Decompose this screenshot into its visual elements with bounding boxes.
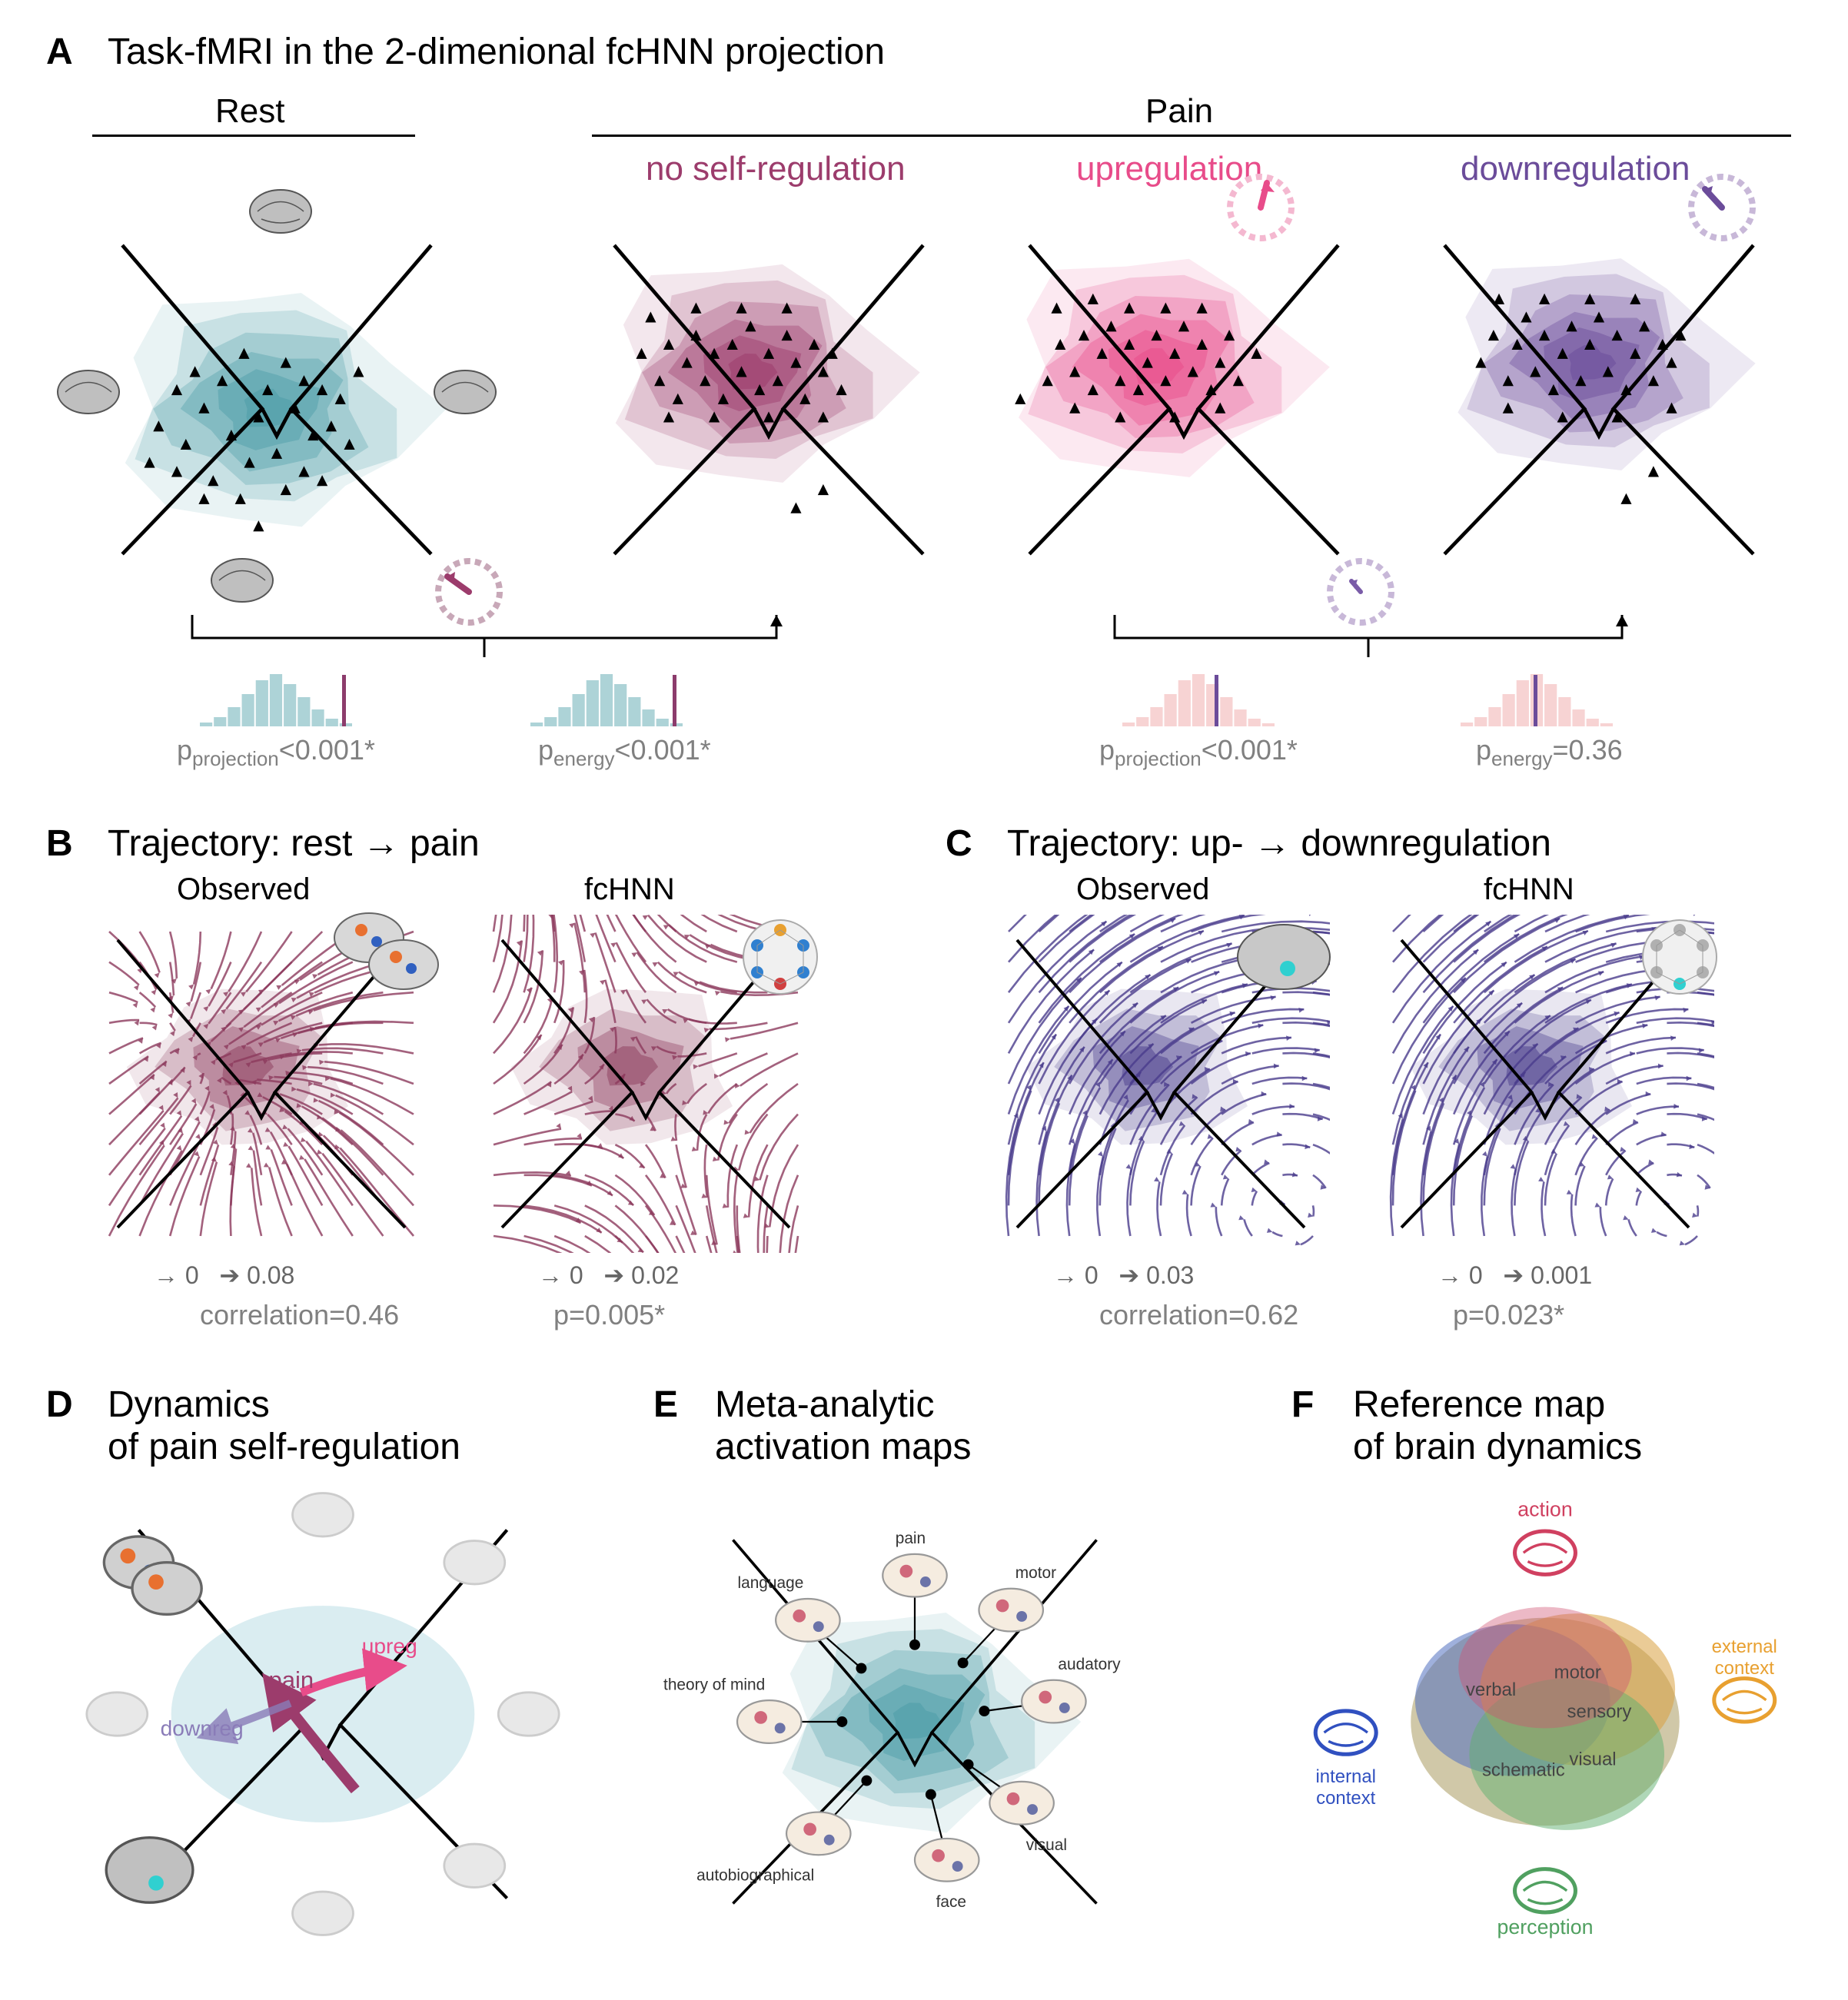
panel-d-diagram: pain upreg downreg (46, 1476, 600, 1952)
hist-projection-right (1115, 669, 1284, 730)
c-pval: p=0.023* (1453, 1299, 1564, 1331)
svg-text:visual: visual (1569, 1749, 1616, 1769)
svg-text:face: face (936, 1893, 966, 1911)
panel-f-title2: of brain dynamics (1353, 1426, 1642, 1468)
svg-text:audatory: audatory (1058, 1656, 1121, 1673)
b-scale-left: → 0 ➔ 0.08 (154, 1261, 294, 1290)
b-scale-right: → 0 ➔ 0.02 (538, 1261, 679, 1290)
c-fchnn: fcHNN (1484, 872, 1574, 907)
svg-text:downreg: downreg (161, 1716, 244, 1740)
b-fchnn: fcHNN (584, 872, 675, 907)
panel-e-title2: activation maps (715, 1426, 972, 1468)
svg-text:schematic: schematic (1482, 1759, 1565, 1780)
svg-text:upreg: upreg (362, 1633, 417, 1658)
panel-e-title: Meta-analytic (715, 1384, 934, 1426)
brain-overlay-c-obs (1230, 915, 1338, 999)
stat-energy-right: penergy=0.36 (1476, 734, 1623, 771)
svg-text:language: language (737, 1574, 803, 1592)
panel-b-label: B (46, 822, 73, 865)
brain-icon-left (54, 365, 123, 419)
svg-text:pain: pain (269, 1666, 314, 1693)
panel-f-title: Reference map (1353, 1384, 1605, 1426)
panel-b-title: Trajectory: rest → pain (108, 822, 480, 865)
panel-a-title: Task-fMRI in the 2-dimenional fcHNN proj… (108, 31, 885, 73)
density-downreg (1399, 200, 1799, 600)
bracket-left (177, 615, 792, 669)
svg-text:visual: visual (1026, 1836, 1067, 1854)
c-scale-right: → 0 ➔ 0.001 (1438, 1261, 1592, 1290)
svg-text:autobiographical: autobiographical (696, 1867, 814, 1885)
panel-d-label: D (46, 1384, 73, 1426)
network-overlay-b-fchnn (738, 915, 823, 999)
panel-e-label: E (653, 1384, 678, 1426)
svg-text:motor: motor (1554, 1663, 1601, 1683)
brain-icon-right (430, 365, 500, 419)
bracket-right (1099, 615, 1637, 669)
pain-rule (592, 135, 1791, 137)
panel-d-title2: of pain self-regulation (108, 1426, 460, 1468)
rest-rule (92, 135, 415, 137)
panel-a-label: A (46, 31, 73, 73)
rest-header: Rest (215, 92, 284, 131)
b-observed: Observed (177, 872, 310, 907)
stat-proj-right: pprojection<0.001* (1099, 734, 1298, 771)
svg-text:internal: internal (1315, 1766, 1376, 1787)
svg-text:sensory: sensory (1567, 1701, 1632, 1722)
compass-downreg (1683, 169, 1760, 246)
svg-text:perception: perception (1497, 1915, 1594, 1939)
b-corr: correlation=0.46 (200, 1299, 399, 1331)
noself-label: no self-regulation (646, 150, 906, 188)
network-overlay-c-fchnn (1637, 915, 1722, 999)
panel-d-title: Dynamics (108, 1384, 270, 1426)
stat-energy-left: penergy<0.001* (538, 734, 711, 771)
svg-text:external: external (1712, 1636, 1777, 1657)
svg-text:context: context (1715, 1658, 1775, 1679)
svg-text:pain: pain (896, 1530, 926, 1547)
panel-e-diagram: pain motor audatory visual face autobiographi… (607, 1476, 1222, 1968)
c-scale-left: → 0 ➔ 0.03 (1053, 1261, 1194, 1290)
stat-proj-left: pprojection<0.001* (177, 734, 375, 771)
panel-f-diagram: verbal motor sensory visualschematic action e… (1261, 1483, 1830, 1960)
svg-text:context: context (1316, 1788, 1376, 1809)
svg-text:action: action (1517, 1497, 1572, 1520)
brain-icon-bottom (208, 553, 277, 607)
panel-c-label: C (946, 822, 972, 865)
b-pval: p=0.005* (553, 1299, 665, 1331)
brain-overlay-b-obs (331, 907, 446, 999)
hist-energy-left (523, 669, 692, 730)
pain-header: Pain (1145, 92, 1213, 131)
panel-f-label: F (1291, 1384, 1314, 1426)
density-noself (569, 200, 969, 600)
density-rest (77, 200, 477, 600)
hist-projection-left (192, 669, 361, 730)
hist-energy-right (1453, 669, 1622, 730)
c-corr: correlation=0.62 (1099, 1299, 1298, 1331)
compass-upreg (1222, 169, 1299, 246)
density-upreg (984, 200, 1384, 600)
c-observed: Observed (1076, 872, 1209, 907)
downreg-label: downregulation (1461, 150, 1690, 188)
svg-text:verbal: verbal (1466, 1679, 1516, 1700)
svg-text:theory of mind: theory of mind (663, 1676, 765, 1693)
svg-text:motor: motor (1015, 1564, 1056, 1582)
brain-icon-top (246, 184, 315, 238)
panel-c-title: Trajectory: up- → downregulation (1007, 822, 1551, 865)
